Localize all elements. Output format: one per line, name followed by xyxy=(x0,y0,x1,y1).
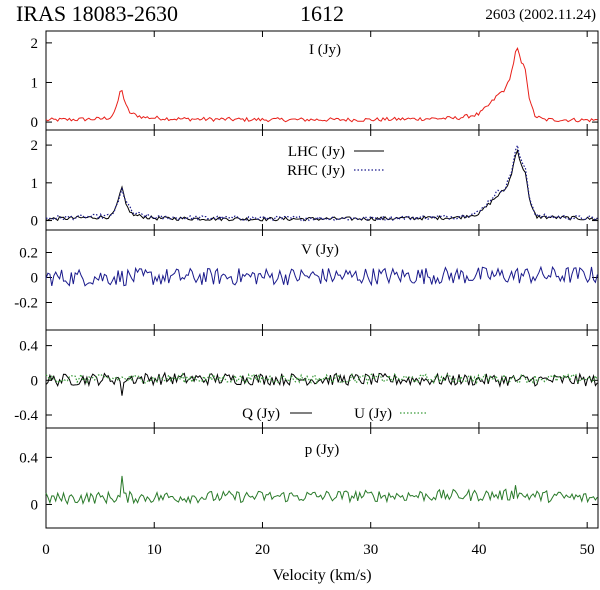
y-tick-label-V: 0 xyxy=(31,271,39,287)
y-tick-label-LR: 0 xyxy=(31,214,39,230)
y-tick-label-LR: 1 xyxy=(31,176,39,192)
y-tick-label-V: -0.2 xyxy=(14,296,38,312)
observation-label: 2603 (2002.11.24) xyxy=(485,7,596,23)
x-tick-label: 50 xyxy=(580,542,595,558)
series-line-v xyxy=(45,265,598,287)
y-tick-label-V: 0.2 xyxy=(19,246,38,262)
panel-label-polarized-p: p (Jy) xyxy=(305,442,340,458)
panel-frame-p xyxy=(45,427,599,529)
series-line-u xyxy=(45,372,598,386)
y-tick-label-p: 0.4 xyxy=(19,450,38,466)
object-name-title: IRAS 18083-2630 xyxy=(16,1,178,26)
panel-label-stokes-i: I (Jy) xyxy=(309,42,341,58)
y-tick-label-QU: -0.4 xyxy=(14,408,38,424)
x-tick-label: 30 xyxy=(363,542,378,558)
series-line-q xyxy=(45,371,598,396)
x-axis-label: Velocity (km/s) xyxy=(272,567,371,584)
x-tick-label: 20 xyxy=(255,542,270,558)
legend-label-q: Q (Jy) xyxy=(242,406,280,422)
panel-label-stokes-v: V (Jy) xyxy=(301,242,339,258)
y-tick-label-LR: 2 xyxy=(31,138,39,154)
series-line-p xyxy=(45,475,598,506)
y-tick-label-I: 1 xyxy=(31,75,39,91)
series-line-i xyxy=(45,47,598,123)
legend-label-u: U (Jy) xyxy=(354,406,392,422)
y-tick-label-I: 2 xyxy=(31,36,39,52)
y-tick-label-p: 0 xyxy=(31,497,39,513)
x-tick-label: 0 xyxy=(42,542,50,558)
legend-label-rhc: RHC (Jy) xyxy=(287,163,345,179)
y-tick-label-I: 0 xyxy=(31,115,39,131)
legend-label-lhc: LHC (Jy) xyxy=(288,144,345,160)
x-tick-label: 10 xyxy=(147,542,162,558)
y-tick-label-QU: 0.4 xyxy=(19,339,38,355)
series-line-rhc xyxy=(45,143,598,222)
series-line-lhc xyxy=(45,148,598,222)
x-tick-label: 40 xyxy=(471,542,486,558)
y-tick-label-QU: 0 xyxy=(31,373,39,389)
frequency-label: 1612 xyxy=(300,1,344,26)
